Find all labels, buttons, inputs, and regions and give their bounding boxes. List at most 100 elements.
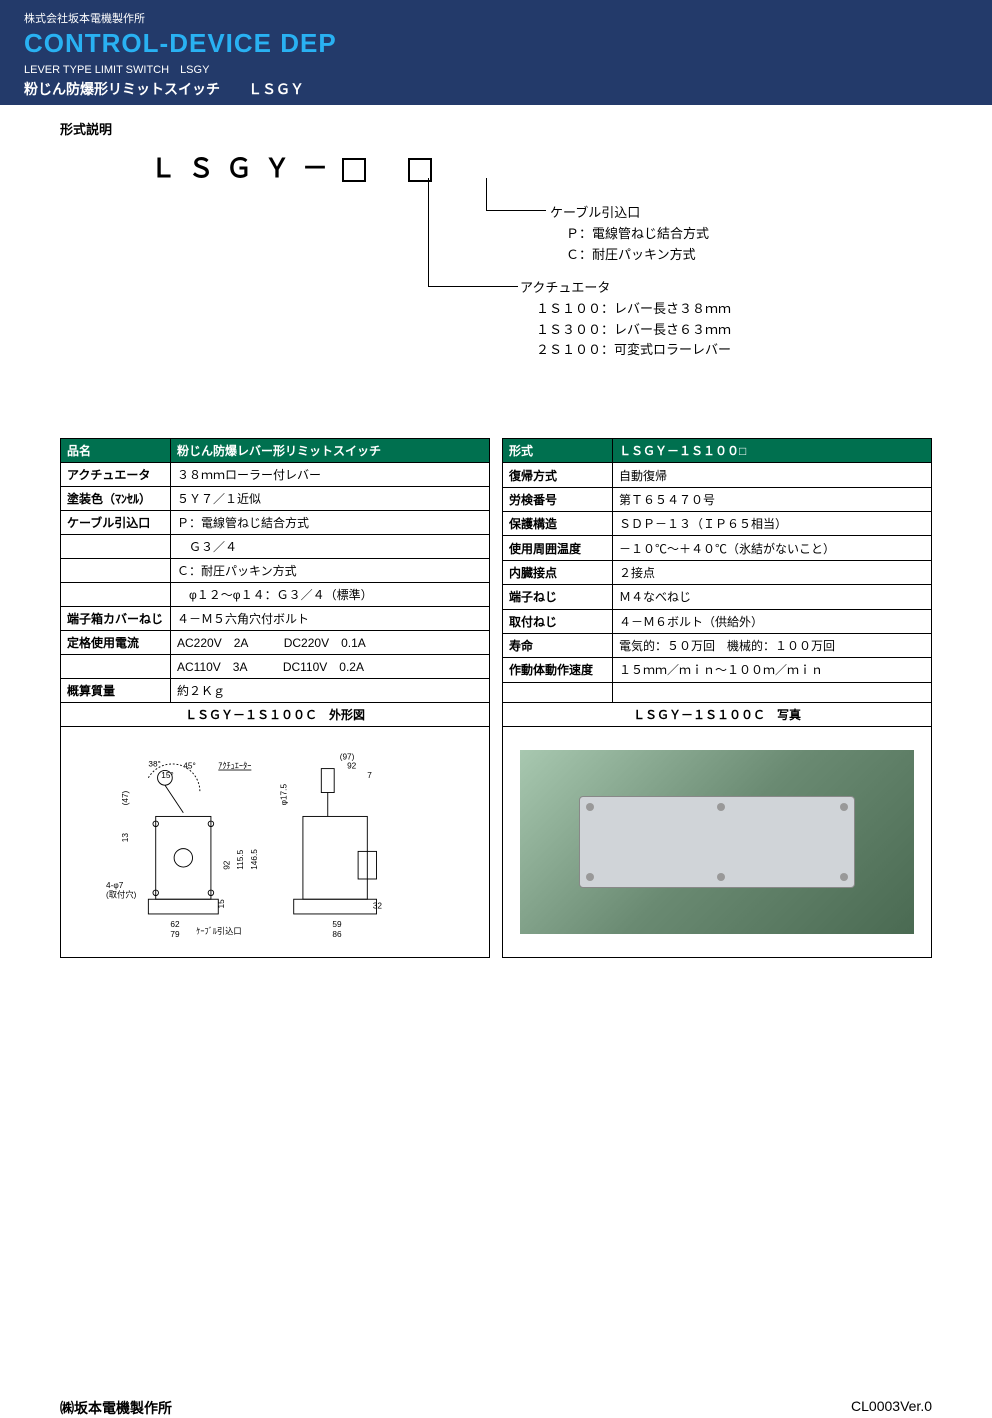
subtitle-en: LEVER TYPE LIMIT SWITCH LSGY <box>24 61 968 77</box>
dim-w86: 86 <box>332 930 342 939</box>
table-row-label: 復帰方式 <box>503 463 613 487</box>
callout-actuator-title: アクチュエータ <box>520 278 731 299</box>
label-actuator: ｱｸﾁｭｴｰﾀｰ <box>218 761 251 770</box>
table-row-value: ４－Ｍ５六角穴付ボルト <box>171 607 490 631</box>
table-row-value: Ｐ：電線管ねじ結合方式 <box>171 511 490 535</box>
label-cable: ｹｰﾌﾞﾙ引込口 <box>196 926 241 936</box>
ang-38: 38° <box>148 760 161 769</box>
spec-table-left: 品名 粉じん防爆レバー形リミットスイッチ アクチュエータ３８ｍｍローラー付レバー… <box>60 438 490 703</box>
dim-w92: 92 <box>347 761 357 770</box>
table-row-label: ケーブル引込口 <box>61 511 171 535</box>
ang-45: 45° <box>183 761 196 770</box>
table-row-value: ２接点 <box>613 560 932 584</box>
callout-cable-title: ケーブル引込口 <box>550 203 709 224</box>
callout-actuator-item-1: １Ｓ３００：レバー長さ６３ｍｍ <box>536 320 731 341</box>
spec-grid: 品名 粉じん防爆レバー形リミットスイッチ アクチュエータ３８ｍｍローラー付レバー… <box>60 438 932 703</box>
table-row-value: ５Ｙ７／１近似 <box>171 487 490 511</box>
table-row-value: 約２Ｋｇ <box>171 679 490 703</box>
table-row-value: 電気的：５０万回 機械的：１００万回 <box>613 633 932 657</box>
figure-right: ＬＳＧＹ－１Ｓ１００Ｃ 写真 <box>502 703 932 958</box>
subtitle-jp: 粉じん防爆形リミットスイッチ ＬＳＧＹ <box>24 79 968 99</box>
table-row-label: 作動体動作速度 <box>503 658 613 682</box>
dim-w97: (97) <box>339 752 354 761</box>
table-row-value: Ｍ４なべねじ <box>613 585 932 609</box>
figure-row: ＬＳＧＹ－１Ｓ１００Ｃ 外形図 <box>60 703 932 958</box>
table-row-label <box>61 655 171 679</box>
footer-version: CL0003Ver.0 <box>851 1398 932 1418</box>
footer-company: ㈱坂本電機製作所 <box>60 1398 172 1418</box>
table-row-label <box>61 583 171 607</box>
table-row-value: AC220V 2A DC220V 0.1A <box>171 631 490 655</box>
model-code: ＬＳＧＹ－ <box>150 148 434 185</box>
spec-left-h1: 品名 <box>61 439 171 463</box>
table-row-value: ＳＤＰ－１３（ＩＰ６５相当） <box>613 512 932 536</box>
table-row-label <box>503 682 613 702</box>
dim-h13: 13 <box>121 832 130 842</box>
dim-h32: 32 <box>373 901 383 910</box>
table-row-label: 内臓接点 <box>503 560 613 584</box>
table-row-value: 第Ｔ６５４７０号 <box>613 487 932 511</box>
table-row-value <box>613 682 932 702</box>
model-placeholder-1 <box>342 158 366 182</box>
company-name: 株式会社坂本電機製作所 <box>24 10 968 26</box>
product-line: CONTROL-DEVICE DEP <box>24 28 968 59</box>
table-row-label: 保護構造 <box>503 512 613 536</box>
table-row-value: 自動復帰 <box>613 463 932 487</box>
figure-left-title: ＬＳＧＹ－１Ｓ１００Ｃ 外形図 <box>61 703 489 727</box>
outline-drawing-body: (97) 92 7 φ17.5 (47) 13 92 115.5 146.5 1… <box>61 727 489 957</box>
table-row-label: 端子箱カバーねじ <box>61 607 171 631</box>
outline-drawing-svg: (97) 92 7 φ17.5 (47) 13 92 115.5 146.5 1… <box>87 741 464 943</box>
table-row-value: １５ｍｍ／ｍｉｎ～１００ｍ／ｍｉｎ <box>613 658 932 682</box>
spec-left-h2: 粉じん防爆レバー形リミットスイッチ <box>171 439 490 463</box>
table-row-value: ３８ｍｍローラー付レバー <box>171 463 490 487</box>
table-row-value: －１０℃～＋４０℃（氷結がないこと） <box>613 536 932 560</box>
header-band: 株式会社坂本電機製作所 CONTROL-DEVICE DEP LEVER TYP… <box>0 0 992 105</box>
dim-h15: 15 <box>216 899 225 909</box>
table-row-value: φ１２～φ１４：Ｇ３／４（標準） <box>171 583 490 607</box>
table-row-label: 取付ねじ <box>503 609 613 633</box>
dim-h92: 92 <box>222 860 231 870</box>
table-row-value: AC110V 3A DC110V 0.2A <box>171 655 490 679</box>
table-row-label: 塗装色（ﾏﾝｾﾙ） <box>61 487 171 511</box>
table-row-value: Ｃ：耐圧パッキン方式 <box>171 559 490 583</box>
table-row-value: Ｇ３／４ <box>171 535 490 559</box>
dim-h1465: 146.5 <box>250 849 259 870</box>
spec-table-right: 形式 ＬＳＧＹ－１Ｓ１００□ 復帰方式自動復帰労検番号第Ｔ６５４７０号保護構造Ｓ… <box>502 438 932 703</box>
figure-left: ＬＳＧＹ－１Ｓ１００Ｃ 外形図 <box>60 703 490 958</box>
callout-actuator-item-0: １Ｓ１００：レバー長さ３８ｍｍ <box>536 299 731 320</box>
footer: ㈱坂本電機製作所 CL0003Ver.0 <box>0 1398 992 1418</box>
photo-body <box>503 727 931 957</box>
table-row-label: 労検番号 <box>503 487 613 511</box>
model-diagram: ＬＳＧＹ－ ケーブル引込口 Ｐ：電線管ねじ結合方式 Ｃ：耐圧パッキン方式 アクチ… <box>60 148 932 398</box>
device-shape <box>579 796 855 888</box>
table-row-label: 寿命 <box>503 633 613 657</box>
dim-w7: 7 <box>367 771 372 780</box>
table-row-value: ４－Ｍ６ボルト（供給外） <box>613 609 932 633</box>
callout-cable-item-0: Ｐ：電線管ねじ結合方式 <box>566 224 709 245</box>
table-row-label: 概算質量 <box>61 679 171 703</box>
label-mount-2: (取付穴) <box>106 889 137 899</box>
callout-cable: ケーブル引込口 Ｐ：電線管ねじ結合方式 Ｃ：耐圧パッキン方式 <box>550 203 709 265</box>
table-row-label: 定格使用電流 <box>61 631 171 655</box>
table-row-label <box>61 559 171 583</box>
figure-right-title: ＬＳＧＹ－１Ｓ１００Ｃ 写真 <box>503 703 931 727</box>
product-photo <box>520 750 914 934</box>
ang-15: 15° <box>161 771 174 780</box>
callout-cable-item-1: Ｃ：耐圧パッキン方式 <box>566 245 709 266</box>
dim-h47: (47) <box>121 790 130 805</box>
spec-right-h1: 形式 <box>503 439 613 463</box>
model-prefix: ＬＳＧＹ－ <box>150 153 340 183</box>
callout-actuator: アクチュエータ １Ｓ１００：レバー長さ３８ｍｍ １Ｓ３００：レバー長さ６３ｍｍ … <box>520 278 731 361</box>
section-title: 形式説明 <box>60 119 932 138</box>
dim-d175: φ17.5 <box>279 783 288 805</box>
table-row-label: 使用周囲温度 <box>503 536 613 560</box>
spec-right-h2: ＬＳＧＹ－１Ｓ１００□ <box>613 439 932 463</box>
dim-w59: 59 <box>332 920 342 929</box>
dim-w62: 62 <box>170 920 180 929</box>
dim-w79: 79 <box>170 930 180 939</box>
table-row-label <box>61 535 171 559</box>
table-row-label: アクチュエータ <box>61 463 171 487</box>
callout-actuator-item-2: ２Ｓ１００：可変式ロラーレバー <box>536 340 731 361</box>
dim-h1155: 115.5 <box>236 849 245 869</box>
table-row-label: 端子ねじ <box>503 585 613 609</box>
